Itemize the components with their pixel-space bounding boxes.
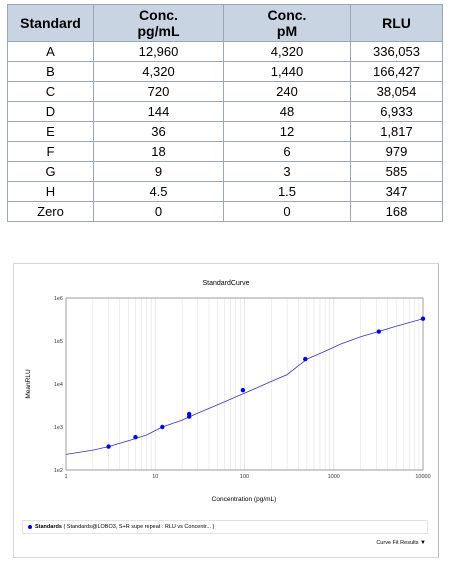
header-conc-pgml: Conc. pg/mL [93, 4, 224, 42]
data-point [303, 356, 308, 362]
cell-conc-pgml: 144 [93, 101, 224, 122]
table-row: D 144 48 6,933 [7, 101, 443, 122]
legend-series-detail: ( Standards@LOBO3, S+R supe repeat : RLU… [63, 524, 215, 530]
legend-series-name: Standards [35, 524, 62, 530]
cell-conc-pm: 1,440 [223, 61, 351, 82]
header-conc-pm: Conc. pM [223, 4, 351, 42]
cell-conc-pgml: 720 [93, 81, 224, 102]
cell-conc-pgml: 9 [93, 161, 224, 182]
cell-conc-pgml: 18 [93, 141, 224, 162]
table-header-row: Standard Conc. pg/mL Conc. pM RLU [7, 4, 443, 42]
table-row: C 720 240 38,054 [7, 81, 443, 102]
cell-rlu: 38,054 [350, 81, 443, 102]
cell-rlu: 6,933 [350, 101, 443, 122]
data-point [186, 411, 192, 417]
x-tick-label: 10 [152, 474, 158, 480]
cell-conc-pgml: 0 [93, 201, 224, 222]
legend-marker [28, 524, 32, 529]
cell-conc-pm: 3 [223, 161, 351, 182]
cell-conc-pm: 48 [223, 101, 351, 122]
chart-title: StandardCurve [202, 280, 249, 287]
cell-standard: H [7, 181, 94, 202]
table-row: H 4.5 1.5 347 [7, 181, 443, 202]
x-tick-label: 10000 [415, 474, 430, 480]
standard-curve-chart: StandardCurve 1 10 100 1000 10000 1e2 1e3 1e4 1e… [13, 263, 439, 558]
chart-canvas: StandardCurve 1 10 100 1000 10000 1e2 1e3 1e4 1e… [25, 280, 431, 503]
data-point [420, 316, 426, 321]
triangle-down-icon: ▼ [420, 540, 426, 546]
cell-conc-pm: 4,320 [223, 41, 351, 62]
y-tick-label: 1e3 [54, 425, 63, 431]
y-tick-label: 1e5 [54, 339, 63, 345]
fit-curve-line [65, 318, 424, 455]
table-row: Zero 0 0 168 [7, 201, 443, 222]
x-tick-label: 1 [64, 474, 67, 480]
cell-conc-pgml: 12,960 [93, 41, 224, 62]
table-row: F 18 6 979 [7, 141, 443, 162]
table-row: A 12,960 4,320 336,053 [7, 41, 443, 62]
y-tick-label: 1e4 [54, 382, 63, 388]
cell-standard: Zero [7, 201, 94, 222]
table-row: B 4,320 1,440 166,427 [7, 61, 443, 82]
standards-table: Standard Conc. pg/mL Conc. pM RLU A 12,9… [7, 4, 443, 222]
plot-frame [65, 297, 424, 471]
data-point [133, 434, 138, 440]
cell-standard: C [7, 81, 94, 102]
cell-rlu: 1,817 [350, 121, 443, 142]
cell-standard: G [7, 161, 94, 182]
cell-conc-pm: 0 [223, 201, 351, 222]
table-row: E 36 12 1,817 [7, 121, 443, 142]
cell-rlu: 168 [350, 201, 443, 222]
header-standard: Standard [7, 4, 94, 42]
data-point [240, 387, 246, 393]
data-point [376, 329, 382, 334]
y-axis-label: MeanRLU [25, 369, 32, 399]
chart-legend[interactable]: Standards ( Standards@LOBO3, S+R supe re… [22, 520, 428, 534]
table-row: G 9 3 585 [7, 161, 443, 182]
curve-fit-results-link[interactable]: Curve Fit Results ▼ [376, 540, 426, 546]
data-point [106, 444, 111, 449]
cell-conc-pm: 240 [223, 81, 351, 102]
cell-rlu: 979 [350, 141, 443, 162]
cell-rlu: 347 [350, 181, 443, 202]
cell-conc-pgml: 4,320 [93, 61, 224, 82]
cell-conc-pm: 12 [223, 121, 351, 142]
x-axis-label: Concentration (pg/mL) [212, 496, 277, 503]
cell-rlu: 166,427 [350, 61, 443, 82]
cell-conc-pgml: 36 [93, 121, 224, 142]
header-rlu: RLU [350, 4, 443, 42]
cell-standard: E [7, 121, 94, 142]
x-tick-label: 100 [240, 474, 249, 480]
y-tick-label: 1e6 [54, 296, 63, 302]
cell-standard: A [7, 41, 94, 62]
data-point [160, 424, 165, 430]
cell-rlu: 585 [350, 161, 443, 182]
x-tick-label: 1000 [328, 474, 340, 480]
cell-conc-pm: 1.5 [223, 181, 351, 202]
cell-rlu: 336,053 [350, 41, 443, 62]
cell-standard: B [7, 61, 94, 82]
data-points [106, 316, 426, 449]
y-tick-label: 1e2 [54, 468, 63, 474]
grid-lines [92, 298, 420, 470]
curve-fit-results-label: Curve Fit Results [376, 540, 419, 546]
cell-conc-pm: 6 [223, 141, 351, 162]
cell-standard: D [7, 101, 94, 122]
cell-standard: F [7, 141, 94, 162]
tick-labels: 1 10 100 1000 10000 1e2 1e3 1e4 1e5 1e6 [54, 296, 431, 480]
cell-conc-pgml: 4.5 [93, 181, 224, 202]
